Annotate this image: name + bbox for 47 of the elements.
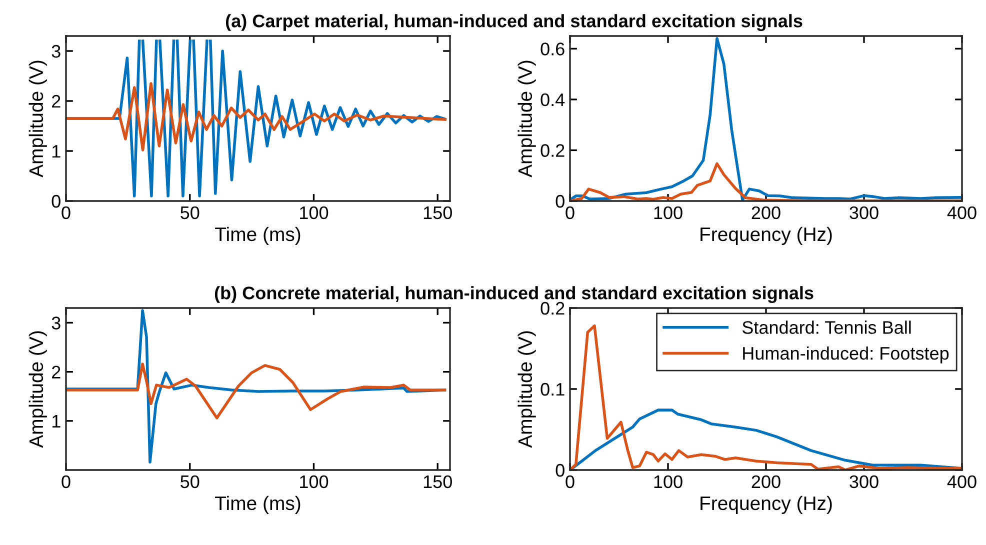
line-series [66,362,446,420]
x-tick-label: 0 [62,206,70,220]
x-axis-title: Time (ms) [215,496,300,514]
x-tick-label: 300 [850,206,878,220]
x-tick-label: 200 [752,206,780,220]
legend-label: Standard: Tennis Ball [742,320,911,334]
x-tick-label: 100 [300,475,328,488]
x-axis-title: Frequency (Hz) [700,496,832,514]
x-tick-label: 0 [566,475,574,488]
y-tick-label: 0.2 [540,302,564,315]
x-tick-label: 200 [752,475,780,488]
x-tick-label: 0 [566,206,574,220]
y-tick-label: 3 [52,44,60,58]
y-tick-label: 0.1 [540,382,564,396]
x-tick-label: 100 [654,206,682,220]
x-tick-label: 150 [424,475,452,488]
y-tick-label: 0 [556,464,564,477]
y-tick-label: 0.4 [540,93,565,106]
y-tick-label: 3 [52,316,60,330]
x-tick-label: 50 [180,475,200,488]
x-axis-title: Frequency (Hz) [700,226,832,245]
y-tick-label: 1 [52,145,60,158]
text: (b) Concrete material, human-induced and standard excitation signals [214,286,814,303]
line-series [66,82,446,152]
y-tick-label: 2 [52,366,60,378]
x-tick-label: 50 [180,206,200,220]
x-tick-label: 400 [947,206,976,220]
x-tick-label: 100 [654,475,682,488]
x-tick-label: 100 [300,206,328,220]
legend-label: Human-induced: Footstep [743,346,949,364]
y-tick-label: 0 [556,194,564,208]
y-axis-title: Amplitude (V) [28,331,47,448]
y-tick-label: 0 [52,194,60,208]
y-tick-label: 2 [52,94,60,108]
x-tick-label: 300 [850,475,878,488]
x-tick-label: 0 [62,475,70,488]
text: (a) Carpet material, human-induced and standard excitation signals [226,14,802,31]
y-axis-title: Amplitude (V) [28,60,47,178]
x-tick-label: 400 [947,475,976,488]
y-tick-label: 0.2 [540,144,564,157]
line-series [570,37,962,201]
y-axis-title: Amplitude (V) [518,331,536,448]
y-axis-title: Amplitude (V) [518,60,536,178]
x-axis-title: Time (ms) [215,226,300,245]
y-tick-label: 1 [52,415,60,428]
x-tick-label: 150 [424,206,452,220]
y-tick-label: 0.6 [540,42,564,56]
